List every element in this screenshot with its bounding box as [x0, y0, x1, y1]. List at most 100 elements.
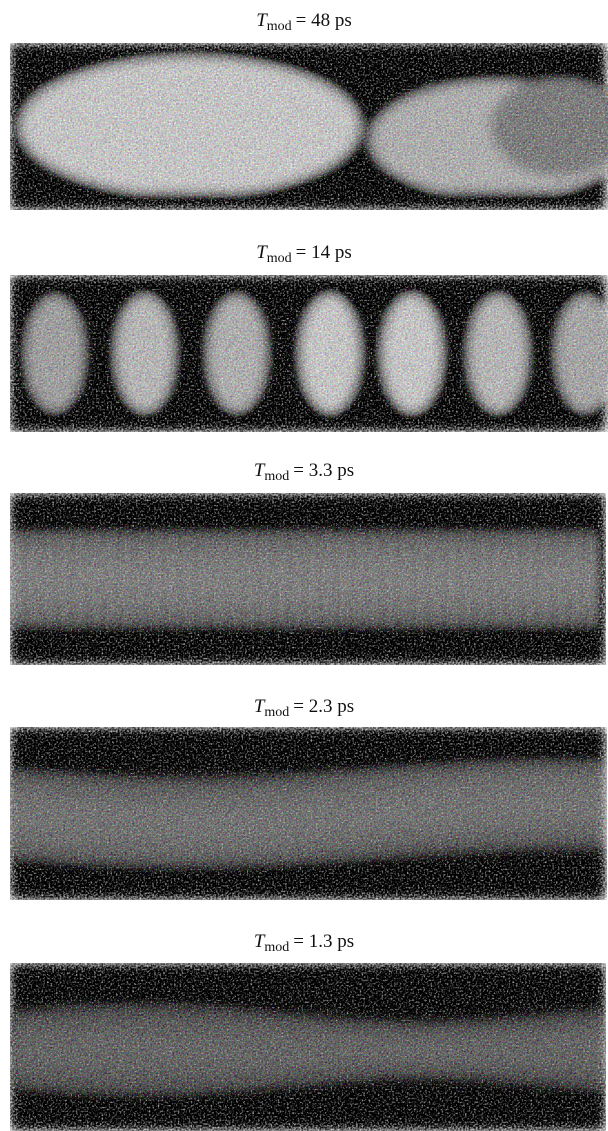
bright-region [287, 768, 295, 873]
bright-region [377, 1015, 385, 1086]
bright-region [215, 523, 224, 635]
bright-region [196, 771, 204, 876]
bright-region [261, 769, 269, 874]
bright-region [573, 751, 581, 856]
bright-region [300, 1009, 308, 1092]
bright-region [113, 996, 121, 1104]
bright-region [308, 523, 317, 635]
panel-image [10, 727, 607, 900]
bright-region [14, 763, 22, 867]
bright-region [586, 751, 594, 856]
bright-region [183, 771, 191, 876]
bright-region [417, 757, 425, 862]
bright-region [91, 997, 99, 1103]
subscript: mod [267, 19, 292, 34]
bright-region [29, 523, 38, 635]
bright-region [91, 523, 100, 635]
bright-region [212, 999, 220, 1101]
bright-region [586, 1003, 594, 1097]
symbol: T [254, 460, 266, 481]
bright-region [525, 523, 534, 635]
bright-region [540, 523, 550, 635]
bright-region [478, 523, 488, 635]
bright-region [124, 996, 132, 1105]
bright-region [146, 996, 154, 1105]
bright-region [339, 523, 348, 635]
panel-label: Tmod = 1.3 ps [254, 931, 354, 955]
bright-region [443, 755, 451, 860]
bright-region [92, 769, 100, 873]
bright-region [246, 523, 255, 635]
bright-region [80, 998, 88, 1103]
bright-region [354, 523, 364, 635]
bright-region [144, 771, 152, 876]
bright-region [201, 999, 209, 1102]
bright-region [339, 764, 347, 869]
bright-region [311, 1010, 319, 1091]
bright-region [416, 523, 426, 635]
bright-region [115, 293, 175, 414]
bright-region [323, 523, 333, 635]
bright-region [105, 769, 113, 874]
bright-region [245, 1002, 253, 1098]
bright-region [447, 523, 457, 635]
bright-region [399, 1016, 407, 1085]
bright-region [222, 771, 230, 876]
bright-region [370, 523, 379, 635]
panel-label: Tmod = 14 ps [256, 242, 352, 266]
bright-region [261, 523, 271, 635]
bright-region [421, 1016, 429, 1084]
bright-region [498, 1013, 506, 1088]
bright-region [597, 1002, 605, 1098]
bright-region [555, 293, 608, 414]
bright-region [135, 996, 143, 1105]
label-rest: = 1.3 ps [293, 931, 354, 952]
bright-region [509, 523, 519, 635]
bright-region [482, 753, 490, 858]
bright-region [157, 996, 165, 1104]
bright-region [44, 523, 54, 635]
panel-image [10, 275, 608, 432]
bright-region [36, 1002, 44, 1099]
panel-label: Tmod = 3.3 ps [254, 460, 354, 484]
bright-region [388, 1016, 396, 1085]
bright-region [79, 768, 87, 873]
bright-region [401, 523, 410, 635]
bright-region [170, 771, 178, 876]
bright-region [184, 523, 193, 635]
image-bottom-dark [10, 882, 606, 900]
bright-region [575, 1005, 583, 1096]
bright-region [382, 293, 442, 414]
bright-region [487, 1014, 495, 1087]
bright-region [235, 771, 243, 875]
bright-region [587, 523, 596, 635]
bright-region [508, 752, 516, 857]
bright-region [385, 523, 395, 635]
bright-region [490, 76, 608, 177]
image-band [10, 996, 606, 1098]
label-rest: = 2.3 ps [293, 696, 354, 717]
bright-region [190, 998, 198, 1103]
subscript: mod [267, 251, 292, 266]
symbol: T [256, 242, 268, 263]
bright-region [476, 1014, 484, 1086]
bright-region [199, 523, 209, 635]
bright-region [365, 762, 373, 867]
bright-region [352, 763, 360, 868]
bright-region [168, 997, 176, 1104]
panel-label: Tmod = 2.3 ps [254, 696, 354, 720]
bright-region [322, 1011, 330, 1090]
bright-region [27, 764, 35, 869]
bright-region [430, 756, 438, 861]
bright-region [66, 767, 74, 872]
bright-region [454, 1016, 462, 1085]
bright-region [157, 771, 165, 876]
bright-region [468, 293, 528, 414]
bright-region [410, 1016, 418, 1085]
bright-region [234, 1001, 242, 1099]
image-bottom-dark [10, 193, 606, 210]
bright-region [391, 760, 399, 864]
bright-region [102, 997, 110, 1104]
bright-region [278, 1006, 286, 1095]
